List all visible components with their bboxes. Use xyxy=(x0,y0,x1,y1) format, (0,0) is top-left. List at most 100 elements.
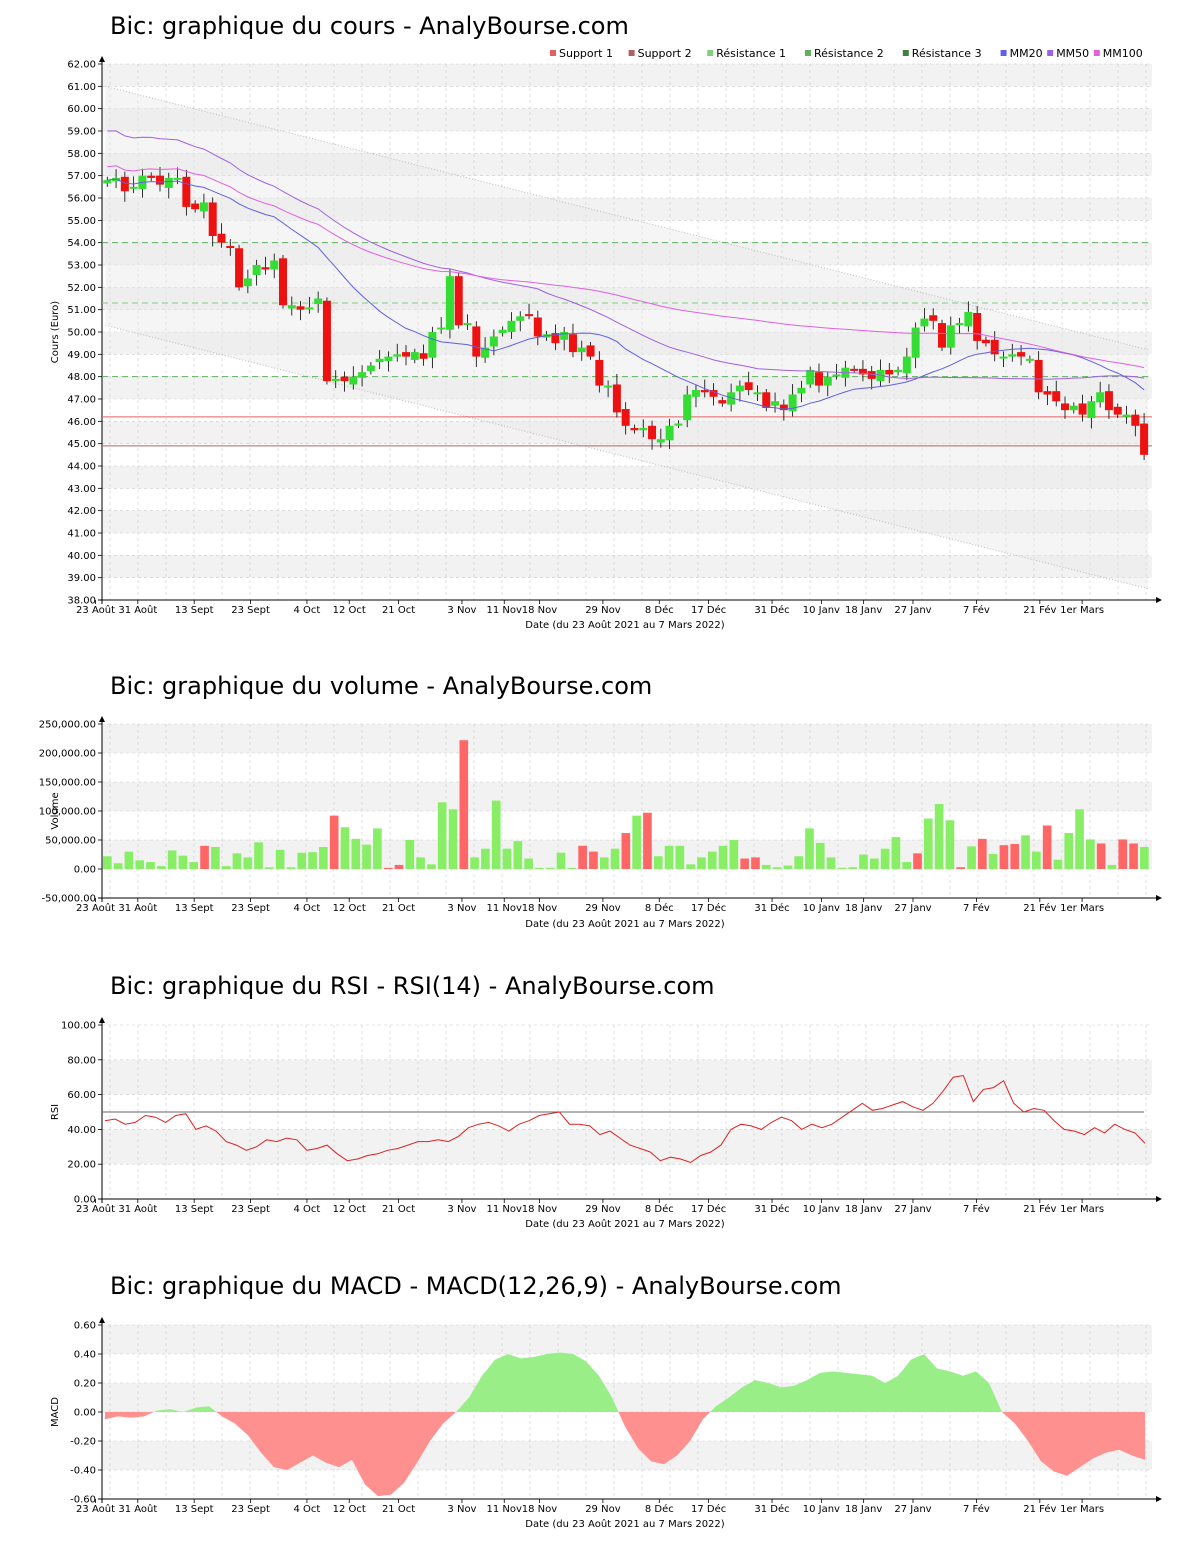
candle xyxy=(1017,352,1026,357)
y-tick-label: 0.60 xyxy=(74,1321,96,1332)
macd-area-positive xyxy=(911,1354,924,1412)
candle xyxy=(612,384,621,413)
y-tick-label: 56.00 xyxy=(67,194,96,205)
volume-bar xyxy=(621,833,631,869)
candle xyxy=(322,300,331,382)
y-tick-label: 60.00 xyxy=(67,104,96,115)
macd-area-negative xyxy=(313,1412,326,1463)
x-tick-label: 13 Sept xyxy=(175,605,214,616)
y-tick-label: 58.00 xyxy=(67,149,96,160)
y-tick-label: 53.00 xyxy=(67,261,96,272)
macd-area-positive xyxy=(924,1354,937,1412)
candle xyxy=(199,202,208,212)
x-tick-label: 11 Nov xyxy=(487,1204,523,1215)
candle xyxy=(850,368,859,371)
volume-bar xyxy=(664,845,674,869)
volume-bar xyxy=(178,855,188,869)
x-tick-label: 18 Nov xyxy=(522,605,558,616)
volume-bar xyxy=(869,858,879,869)
candle xyxy=(1131,414,1140,426)
candle xyxy=(279,258,288,306)
x-tick-label: 21 Oct xyxy=(382,605,415,616)
candle xyxy=(674,423,683,426)
x-tick-label: 7 Fév xyxy=(963,604,990,616)
candle xyxy=(964,311,973,327)
volume-bar xyxy=(837,867,847,869)
x-tick-label: 3 Nov xyxy=(447,903,476,914)
y-axis-label: Cours (Euro) xyxy=(50,301,61,364)
macd-area-negative xyxy=(443,1412,456,1424)
plot-band xyxy=(102,287,1152,310)
x-tick-label: 13 Sept xyxy=(175,1204,214,1215)
candle xyxy=(533,317,542,337)
volume-bar xyxy=(362,844,371,869)
candle xyxy=(938,323,946,348)
volume-bar xyxy=(340,827,350,869)
volume-bar xyxy=(373,828,382,869)
x-tick-label: 10 Janv xyxy=(803,1204,840,1215)
plot-band xyxy=(102,64,1152,87)
volume-bar xyxy=(113,863,123,869)
y-tick-label: -0.60 xyxy=(70,1495,96,1506)
x-tick-label: 23 Sept xyxy=(231,1204,270,1215)
x-tick-label: 29 Nov xyxy=(585,605,621,616)
x-tick-label: 7 Fév xyxy=(963,1203,990,1215)
volume-bar xyxy=(502,848,512,869)
macd-area-negative xyxy=(625,1412,638,1449)
volume-bar xyxy=(740,858,749,869)
volume-bar xyxy=(221,866,231,869)
legend-label: MM50 xyxy=(1056,47,1089,60)
x-tick-label: 3 Nov xyxy=(447,1504,476,1515)
y-axis-arrow xyxy=(99,1317,105,1323)
x-tick-label: 23 Août xyxy=(76,902,115,914)
volume-bar xyxy=(351,838,361,869)
macd-area-positive xyxy=(950,1371,963,1412)
x-tick-label: 21 Fév xyxy=(1023,604,1056,616)
x-tick-label: 21 Fév xyxy=(1023,902,1056,914)
volume-bar xyxy=(1042,825,1052,869)
volume-bar xyxy=(1140,846,1149,869)
macd-area-negative xyxy=(339,1412,352,1468)
macd-area-negative xyxy=(690,1412,703,1441)
y-tick-label: 20.00 xyxy=(67,1160,96,1171)
candle xyxy=(894,369,903,373)
volume-bar xyxy=(599,857,609,869)
volume-bar xyxy=(437,802,447,869)
volume-bar xyxy=(610,848,620,869)
x-tick-label: 11 Nov xyxy=(487,605,523,616)
macd-area-positive xyxy=(742,1380,755,1412)
x-tick-label: 27 Janv xyxy=(894,1204,931,1215)
macd-area-positive xyxy=(768,1383,781,1412)
candle xyxy=(463,323,472,326)
volume-bar xyxy=(880,848,890,869)
x-tick-label: 8 Déc xyxy=(645,1503,674,1515)
candle xyxy=(243,278,252,287)
candle xyxy=(700,390,709,393)
candle xyxy=(516,316,525,321)
x-tick-label: 12 Oct xyxy=(333,1504,366,1515)
candle xyxy=(885,369,894,375)
x-tick-label: 21 Oct xyxy=(382,1504,415,1515)
volume-bar xyxy=(1129,843,1138,869)
x-tick-label: 31 Août xyxy=(118,604,157,616)
candle xyxy=(155,175,164,185)
macd-area-negative xyxy=(216,1412,222,1417)
macd-area-negative xyxy=(404,1412,417,1484)
candle xyxy=(173,177,182,180)
legend-swatch xyxy=(628,50,635,56)
candle xyxy=(252,265,261,276)
x-tick-label: 18 Janv xyxy=(845,903,882,914)
candle xyxy=(112,177,121,182)
macd-area-positive xyxy=(209,1406,217,1412)
x-tick-label: 31 Déc xyxy=(754,604,789,616)
x-tick-label: 11 Nov xyxy=(487,1504,523,1515)
volume-bar xyxy=(556,852,566,869)
macd-area-negative xyxy=(618,1412,625,1427)
y-tick-label: 46.00 xyxy=(67,417,96,428)
candle xyxy=(753,392,762,395)
x-tick-label: 23 Sept xyxy=(231,1504,270,1515)
volume-bar xyxy=(589,851,598,869)
y-axis-label: MACD xyxy=(50,1397,61,1427)
plot-band xyxy=(102,108,1152,131)
x-tick-label: 3 Nov xyxy=(447,605,476,616)
